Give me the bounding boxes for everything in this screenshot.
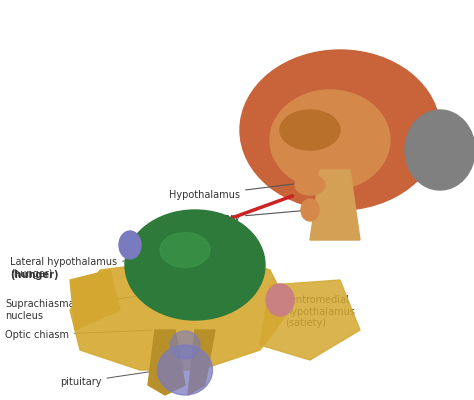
Ellipse shape (157, 345, 212, 395)
Ellipse shape (270, 90, 390, 190)
Ellipse shape (280, 110, 340, 150)
Ellipse shape (266, 284, 294, 316)
Text: (hunger): (hunger) (10, 270, 58, 280)
Polygon shape (70, 255, 290, 370)
Ellipse shape (125, 210, 265, 320)
Text: Suprachiasmatic
nucleus: Suprachiasmatic nucleus (5, 296, 135, 321)
Text: Lateral hypothalamus
(hunger): Lateral hypothalamus (hunger) (10, 255, 172, 279)
Polygon shape (188, 330, 215, 395)
Ellipse shape (295, 175, 325, 195)
Ellipse shape (170, 331, 200, 359)
Ellipse shape (160, 232, 210, 268)
Ellipse shape (240, 50, 440, 210)
Ellipse shape (119, 231, 141, 259)
Text: Pituitary: Pituitary (199, 210, 307, 223)
Text: Ventromedial
hypothalamus
(satiety): Ventromedial hypothalamus (satiety) (285, 295, 355, 328)
Text: Optic chiasm: Optic chiasm (5, 330, 152, 340)
Polygon shape (148, 330, 185, 395)
Ellipse shape (405, 110, 474, 190)
Polygon shape (70, 270, 120, 330)
Text: pituitary: pituitary (60, 368, 172, 387)
Polygon shape (260, 280, 360, 360)
Text: Hypothalamus: Hypothalamus (169, 182, 307, 200)
Polygon shape (310, 170, 360, 240)
Ellipse shape (301, 199, 319, 221)
